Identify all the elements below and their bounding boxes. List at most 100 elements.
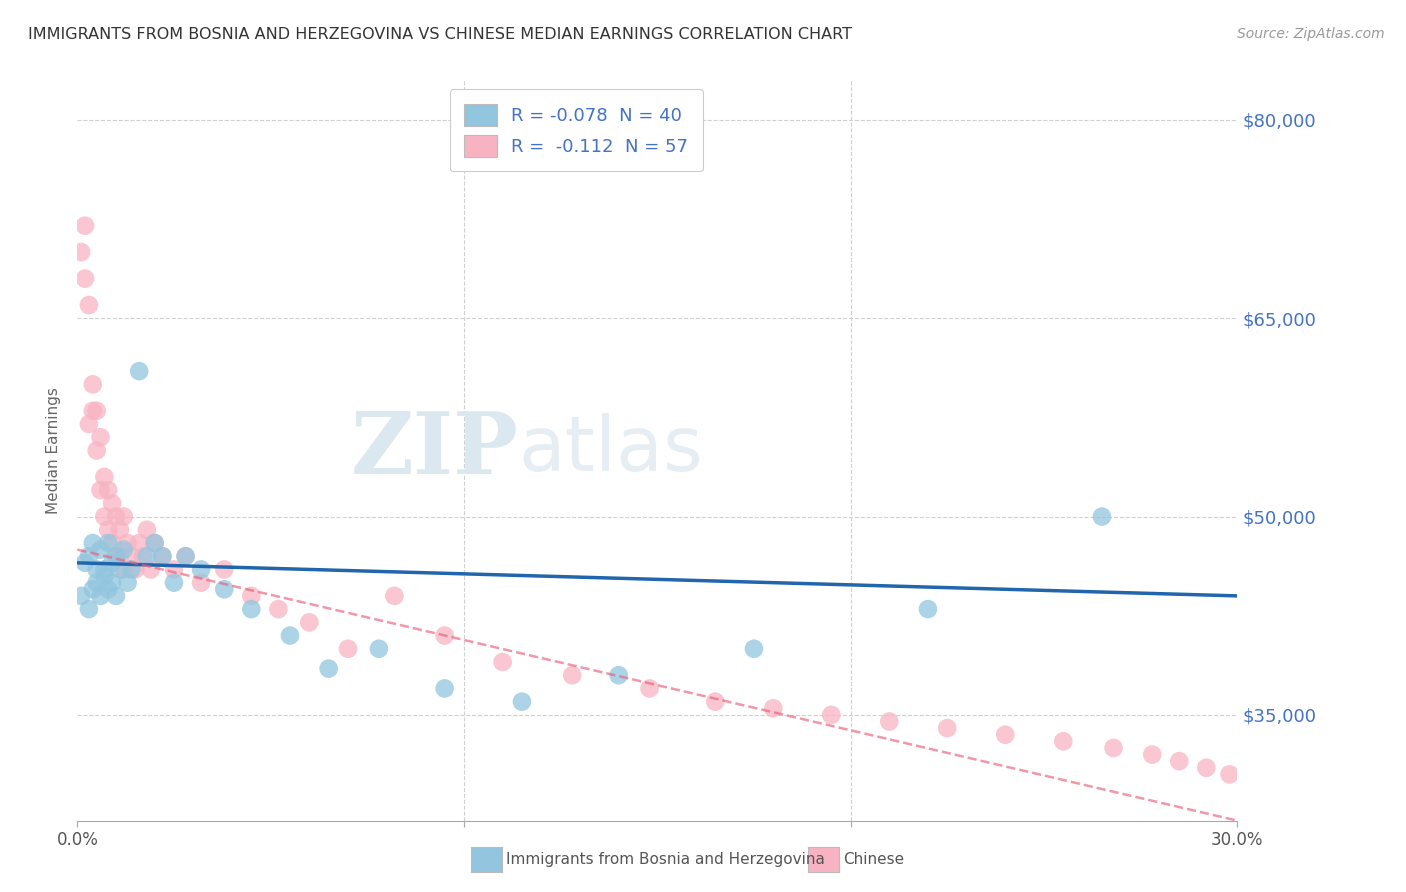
Point: [77, 417, 100, 431]
Point: [152, 549, 174, 564]
Point: [86, 575, 108, 590]
Point: [77, 549, 100, 564]
Point: [240, 589, 263, 603]
Text: Chinese: Chinese: [844, 853, 904, 867]
Point: [93, 562, 115, 576]
Point: [90, 430, 111, 444]
Point: [128, 536, 150, 550]
Point: [492, 655, 515, 669]
Point: [607, 668, 630, 682]
Point: [101, 536, 124, 550]
Point: [368, 641, 391, 656]
Point: [70, 245, 93, 260]
Point: [762, 701, 785, 715]
Point: [1218, 767, 1241, 781]
Point: [82, 582, 104, 597]
Point: [917, 602, 939, 616]
Point: [298, 615, 321, 630]
Point: [77, 602, 100, 616]
Point: [174, 549, 197, 564]
Point: [820, 707, 842, 722]
Point: [101, 556, 124, 570]
Point: [561, 668, 583, 682]
Point: [1195, 761, 1218, 775]
Point: [75, 556, 96, 570]
Point: [124, 562, 146, 576]
Point: [510, 695, 533, 709]
Point: [82, 536, 104, 550]
Point: [75, 219, 96, 233]
Point: [278, 628, 301, 642]
Point: [90, 483, 111, 497]
Point: [1052, 734, 1074, 748]
Point: [1142, 747, 1164, 762]
Point: [105, 549, 127, 564]
Point: [1168, 754, 1191, 768]
Y-axis label: Median Earnings: Median Earnings: [46, 387, 62, 514]
Text: ZIP: ZIP: [350, 409, 517, 492]
Point: [97, 582, 120, 597]
Legend: R = -0.078  N = 40, R =  -0.112  N = 57: R = -0.078 N = 40, R = -0.112 N = 57: [450, 89, 703, 171]
Point: [82, 377, 104, 392]
Text: Immigrants from Bosnia and Herzegovina: Immigrants from Bosnia and Herzegovina: [506, 853, 825, 867]
Point: [70, 589, 93, 603]
Point: [163, 562, 186, 576]
Point: [936, 721, 959, 735]
Point: [86, 404, 108, 418]
Point: [267, 602, 290, 616]
Point: [117, 575, 139, 590]
Point: [90, 589, 111, 603]
Point: [877, 714, 901, 729]
Point: [77, 298, 100, 312]
Point: [121, 549, 143, 564]
Point: [101, 496, 124, 510]
Text: Source: ZipAtlas.com: Source: ZipAtlas.com: [1237, 27, 1385, 41]
Point: [337, 641, 360, 656]
Point: [93, 470, 115, 484]
Point: [318, 662, 340, 676]
Point: [105, 549, 127, 564]
Point: [97, 536, 120, 550]
Point: [136, 523, 159, 537]
Point: [214, 562, 236, 576]
Point: [994, 728, 1017, 742]
Point: [190, 575, 212, 590]
Point: [112, 562, 135, 576]
Point: [86, 562, 108, 576]
Point: [75, 271, 96, 285]
Point: [112, 542, 135, 557]
Point: [132, 549, 155, 564]
Text: IMMIGRANTS FROM BOSNIA AND HERZEGOVINA VS CHINESE MEDIAN EARNINGS CORRELATION CH: IMMIGRANTS FROM BOSNIA AND HERZEGOVINA V…: [28, 27, 852, 42]
Point: [136, 549, 159, 564]
Point: [97, 483, 120, 497]
Point: [97, 523, 120, 537]
Point: [240, 602, 263, 616]
Point: [433, 628, 456, 642]
Point: [93, 509, 115, 524]
Point: [101, 575, 124, 590]
Point: [117, 536, 139, 550]
Point: [1102, 740, 1125, 755]
Point: [105, 589, 127, 603]
Point: [93, 569, 115, 583]
Text: atlas: atlas: [517, 414, 703, 487]
Point: [742, 641, 765, 656]
Point: [143, 536, 166, 550]
Point: [86, 443, 108, 458]
Point: [112, 509, 135, 524]
Point: [121, 562, 143, 576]
Point: [108, 549, 131, 564]
Point: [174, 549, 197, 564]
Point: [382, 589, 406, 603]
Point: [108, 562, 131, 576]
Point: [638, 681, 661, 696]
Point: [214, 582, 236, 597]
Point: [433, 681, 456, 696]
Point: [143, 536, 166, 550]
Point: [82, 404, 104, 418]
Point: [139, 562, 162, 576]
Point: [190, 562, 212, 576]
Point: [163, 575, 186, 590]
Point: [90, 542, 111, 557]
Point: [152, 549, 174, 564]
